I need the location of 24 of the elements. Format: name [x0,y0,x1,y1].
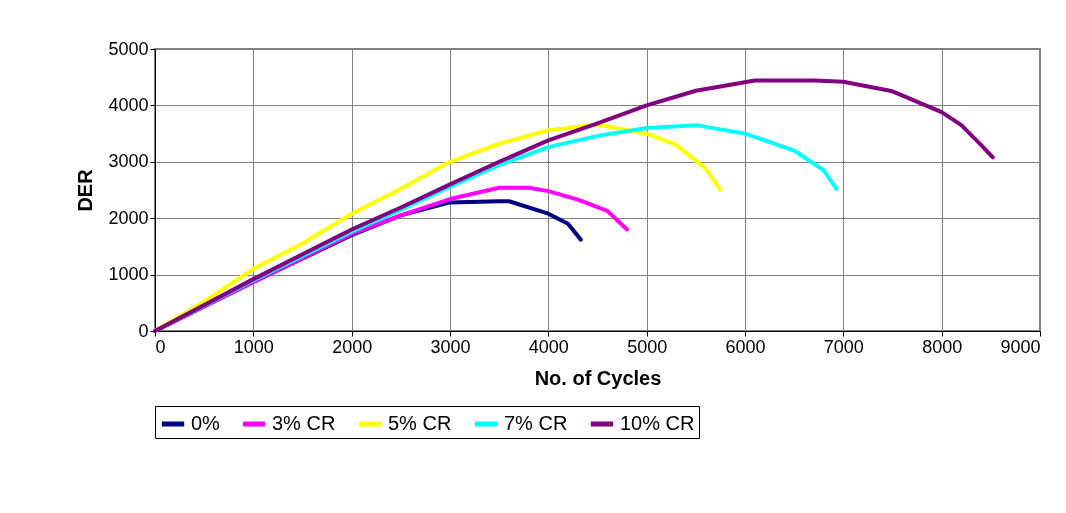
y-tick-label: 2000 [108,207,149,228]
legend-label: 5% CR [388,412,452,434]
y-tick-label: 5000 [108,38,149,59]
x-tick-label: 7000 [823,336,864,357]
x-tick-label: 2000 [332,336,373,357]
y-tick-label: 1000 [108,264,149,285]
x-tick-label: 6000 [725,336,766,357]
y-tick-label: 4000 [108,94,149,115]
y-tick-label: 0 [138,320,149,341]
x-axis-title: No. of Cycles [534,366,662,389]
y-axis-title: DER [74,168,97,212]
x-tick-label: 4000 [528,336,569,357]
legend-label: 0% [191,412,221,434]
x-tick-label: 9000 [1000,336,1041,357]
x-tick-label: 1000 [233,336,274,357]
x-tick-label: 8000 [922,336,963,357]
legend-label: 3% CR [272,412,336,434]
legend-label: 7% CR [504,412,568,434]
x-tick-label: 3000 [430,336,471,357]
x-tick-label: 5000 [627,336,668,357]
y-tick-label: 3000 [108,151,149,172]
x-tick-label: 0 [155,336,166,357]
line-series [153,78,995,333]
legend-label: 10% CR [620,412,695,434]
